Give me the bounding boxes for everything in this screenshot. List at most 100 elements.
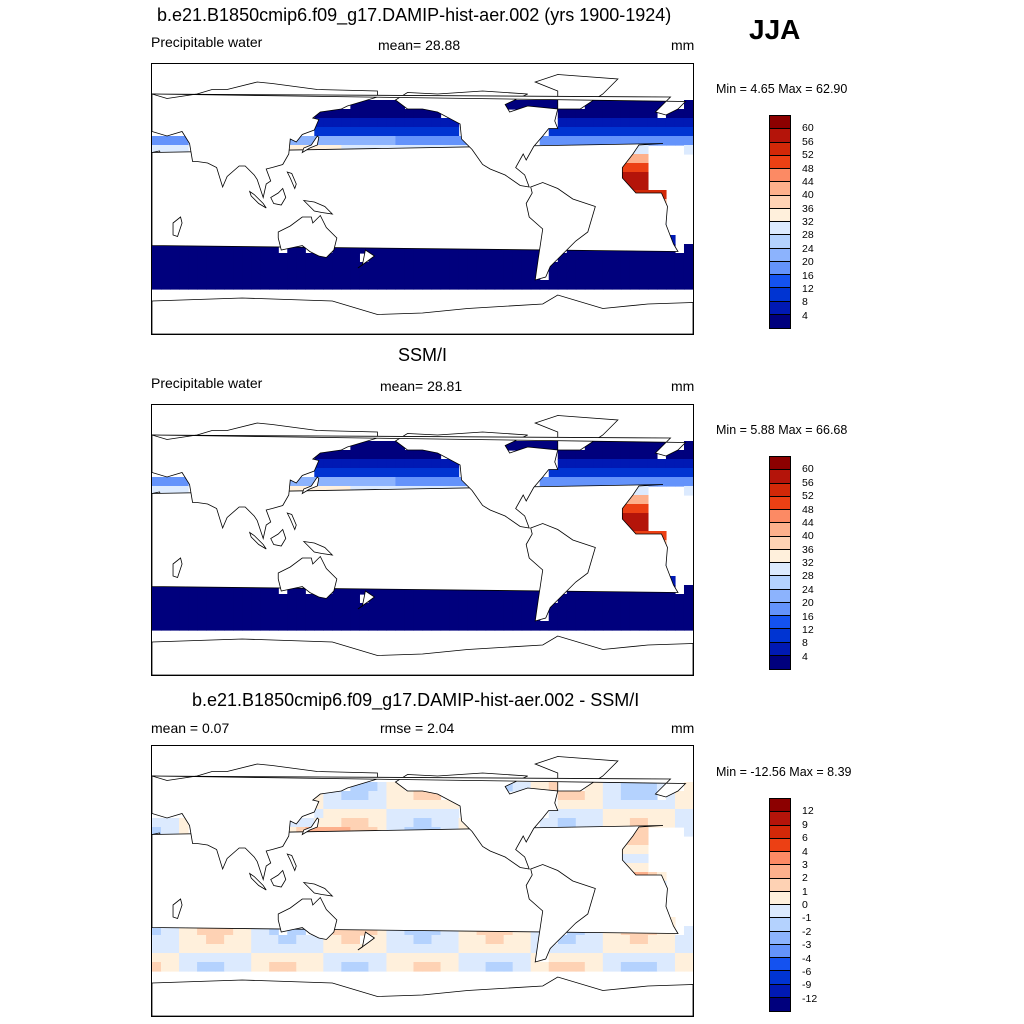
colorbar-box (770, 169, 790, 183)
colorbar-tick-label: 8 (802, 637, 808, 650)
colorbar-box (770, 642, 790, 656)
panel-2-title: SSM/I (398, 345, 448, 365)
coastline (152, 81, 378, 199)
colorbar-tick-label: 16 (802, 610, 814, 623)
coastline (172, 557, 183, 579)
panel-1-units-label: mm (671, 37, 695, 53)
colorbar-tick-label: 20 (802, 597, 814, 610)
colorbar-box (770, 589, 790, 603)
colorbar-box (770, 812, 790, 826)
colorbar-box (770, 944, 790, 958)
coastline (302, 540, 334, 556)
colorbar-box (770, 208, 790, 222)
coastline (270, 528, 287, 547)
colorbar-tick-label: 40 (802, 189, 814, 202)
colorbar-box (770, 984, 790, 998)
colorbar-box (770, 301, 790, 315)
colorbar-tick-label: -2 (802, 925, 812, 938)
coastline (152, 93, 687, 116)
colorbar-tick-label: 4 (802, 650, 808, 663)
colorbar-box (770, 496, 790, 510)
colorbar-tick-label: 6 (802, 832, 808, 845)
colorbar-tick-label: 3 (802, 858, 808, 871)
colorbar-box (770, 838, 790, 852)
coastline (394, 431, 559, 529)
colorbar-box (770, 155, 790, 169)
coastline (277, 896, 338, 940)
coastline (394, 90, 559, 188)
colorbar-tick-label: -1 (802, 912, 812, 925)
colorbar-box (770, 116, 790, 130)
colorbar-box (770, 878, 790, 892)
coastline (301, 817, 320, 836)
panel-3-colorbar (769, 798, 791, 1012)
colorbar-box (770, 222, 790, 236)
panel-3-rmse-label: rmse = 2.04 (380, 720, 455, 736)
coastline (525, 523, 596, 622)
coastline (152, 434, 687, 457)
coastline (301, 476, 320, 495)
colorbar-tick-label: 1 (802, 885, 808, 898)
coastline (525, 182, 596, 281)
panel-1-variable-label: Precipitable water (151, 34, 263, 50)
colorbar-tick-label: 2 (802, 872, 808, 885)
colorbar-tick-label: 28 (802, 570, 814, 583)
coastline (172, 216, 183, 238)
colorbar-box (770, 602, 790, 616)
colorbar-box (770, 918, 790, 932)
colorbar-box (770, 655, 790, 669)
coastline (248, 190, 267, 209)
coastline (248, 872, 267, 891)
coastline (357, 590, 376, 610)
colorbar-box (770, 470, 790, 484)
colorbar-tick-label: 9 (802, 818, 808, 831)
panel-3-mean-label: mean = 0.07 (151, 720, 230, 736)
coastline (270, 187, 287, 206)
panel-3-units-label: mm (671, 720, 695, 736)
coastline (152, 294, 693, 334)
panel-2-colorbar-labels: 60 56 52 48 44 40 36 32 28 24 20 16 12 8 4 (802, 456, 842, 670)
panel-2-map (151, 404, 694, 676)
colorbar-box (770, 182, 790, 196)
coastline (286, 512, 297, 531)
coastline (152, 775, 687, 798)
colorbar-box (770, 799, 790, 813)
colorbar-tick-label: 56 (802, 476, 814, 489)
colorbar-box (770, 510, 790, 524)
colorbar-box (770, 129, 790, 143)
panel-1-colorbar-labels: 60 56 52 48 44 40 36 32 28 24 20 16 12 8 4 (802, 115, 842, 329)
colorbar-tick-label: 48 (802, 162, 814, 175)
coastline (302, 199, 334, 215)
colorbar-tick-label: 48 (802, 503, 814, 516)
colorbar-tick-label: 52 (802, 490, 814, 503)
panel-1-title: b.e21.B1850cmip6.f09_g17.DAMIP-hist-aer.… (157, 5, 672, 25)
colorbar-tick-label: 52 (802, 149, 814, 162)
colorbar-box (770, 483, 790, 497)
colorbar-tick-label: 60 (802, 463, 814, 476)
colorbar-tick-label: -4 (802, 952, 812, 965)
colorbar-box (770, 536, 790, 550)
coastline (534, 74, 619, 110)
colorbar-box (770, 314, 790, 328)
colorbar-box (770, 905, 790, 919)
colorbar-tick-label: 4 (802, 309, 808, 322)
coastline (534, 415, 619, 451)
panel-3-colorbar-labels: 12 9 6 4 3 2 1 0 -1 -2 -3 -4 -6 -9 -12 (802, 798, 842, 1012)
colorbar-box (770, 891, 790, 905)
colorbar-box (770, 865, 790, 879)
colorbar-box (770, 616, 790, 630)
colorbar-tick-label: 0 (802, 899, 808, 911)
colorbar-box (770, 563, 790, 577)
coastline (394, 772, 559, 870)
coastline (525, 864, 596, 963)
panel-1-minmax: Min = 4.65 Max = 62.90 (716, 82, 848, 96)
colorbar-tick-label: 4 (802, 845, 808, 858)
colorbar-box (770, 288, 790, 302)
colorbar-tick-label: 44 (802, 175, 814, 188)
panel-2-variable-label: Precipitable water (151, 375, 263, 391)
colorbar-tick-label: 12 (802, 805, 814, 818)
panel-2-minmax: Min = 5.88 Max = 66.68 (716, 423, 848, 437)
coastline (277, 214, 338, 258)
colorbar-box (770, 958, 790, 972)
coastline (277, 555, 338, 599)
